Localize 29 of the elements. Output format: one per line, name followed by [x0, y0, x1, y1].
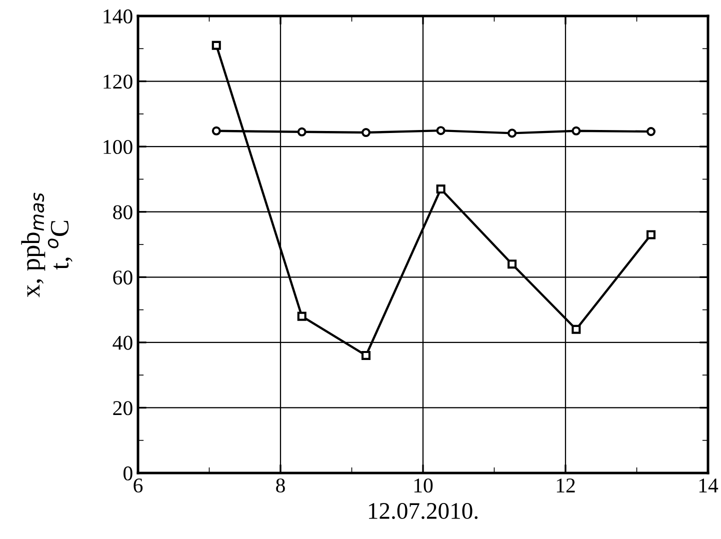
- point: [212, 126, 221, 136]
- point: [508, 128, 517, 138]
- y-tick-label: 100: [104, 140, 132, 154]
- point: [297, 312, 306, 321]
- point: [436, 126, 446, 136]
- y-tick-label: 140: [104, 9, 132, 24]
- point: [361, 350, 371, 360]
- point: [508, 260, 517, 269]
- y-tick-label: 80: [113, 205, 132, 220]
- y-tick-label: 20: [113, 401, 132, 416]
- point: [572, 126, 581, 136]
- y-tick-label: 120: [104, 74, 132, 89]
- point: [646, 230, 656, 240]
- point: [646, 127, 656, 136]
- point: [436, 184, 446, 194]
- point: [361, 128, 371, 138]
- point: [297, 127, 306, 136]
- x-axis-title: 12.07.2010.: [369, 502, 478, 520]
- y-tick-label: 40: [112, 336, 132, 350]
- x-tick-label: 10: [414, 478, 433, 493]
- x-tick-label: 14: [699, 478, 718, 492]
- x-tick-label: 12: [556, 478, 575, 492]
- point: [572, 324, 581, 334]
- y-tick-label: 60: [113, 270, 132, 285]
- x-tick-label: 6: [134, 478, 143, 493]
- y-tick-label: 0: [124, 466, 132, 480]
- point: [212, 40, 221, 50]
- text: x, ppb$_{mas}$ t, $^{o}$C: [21, 192, 72, 298]
- x-tick-label: 8: [276, 478, 285, 493]
